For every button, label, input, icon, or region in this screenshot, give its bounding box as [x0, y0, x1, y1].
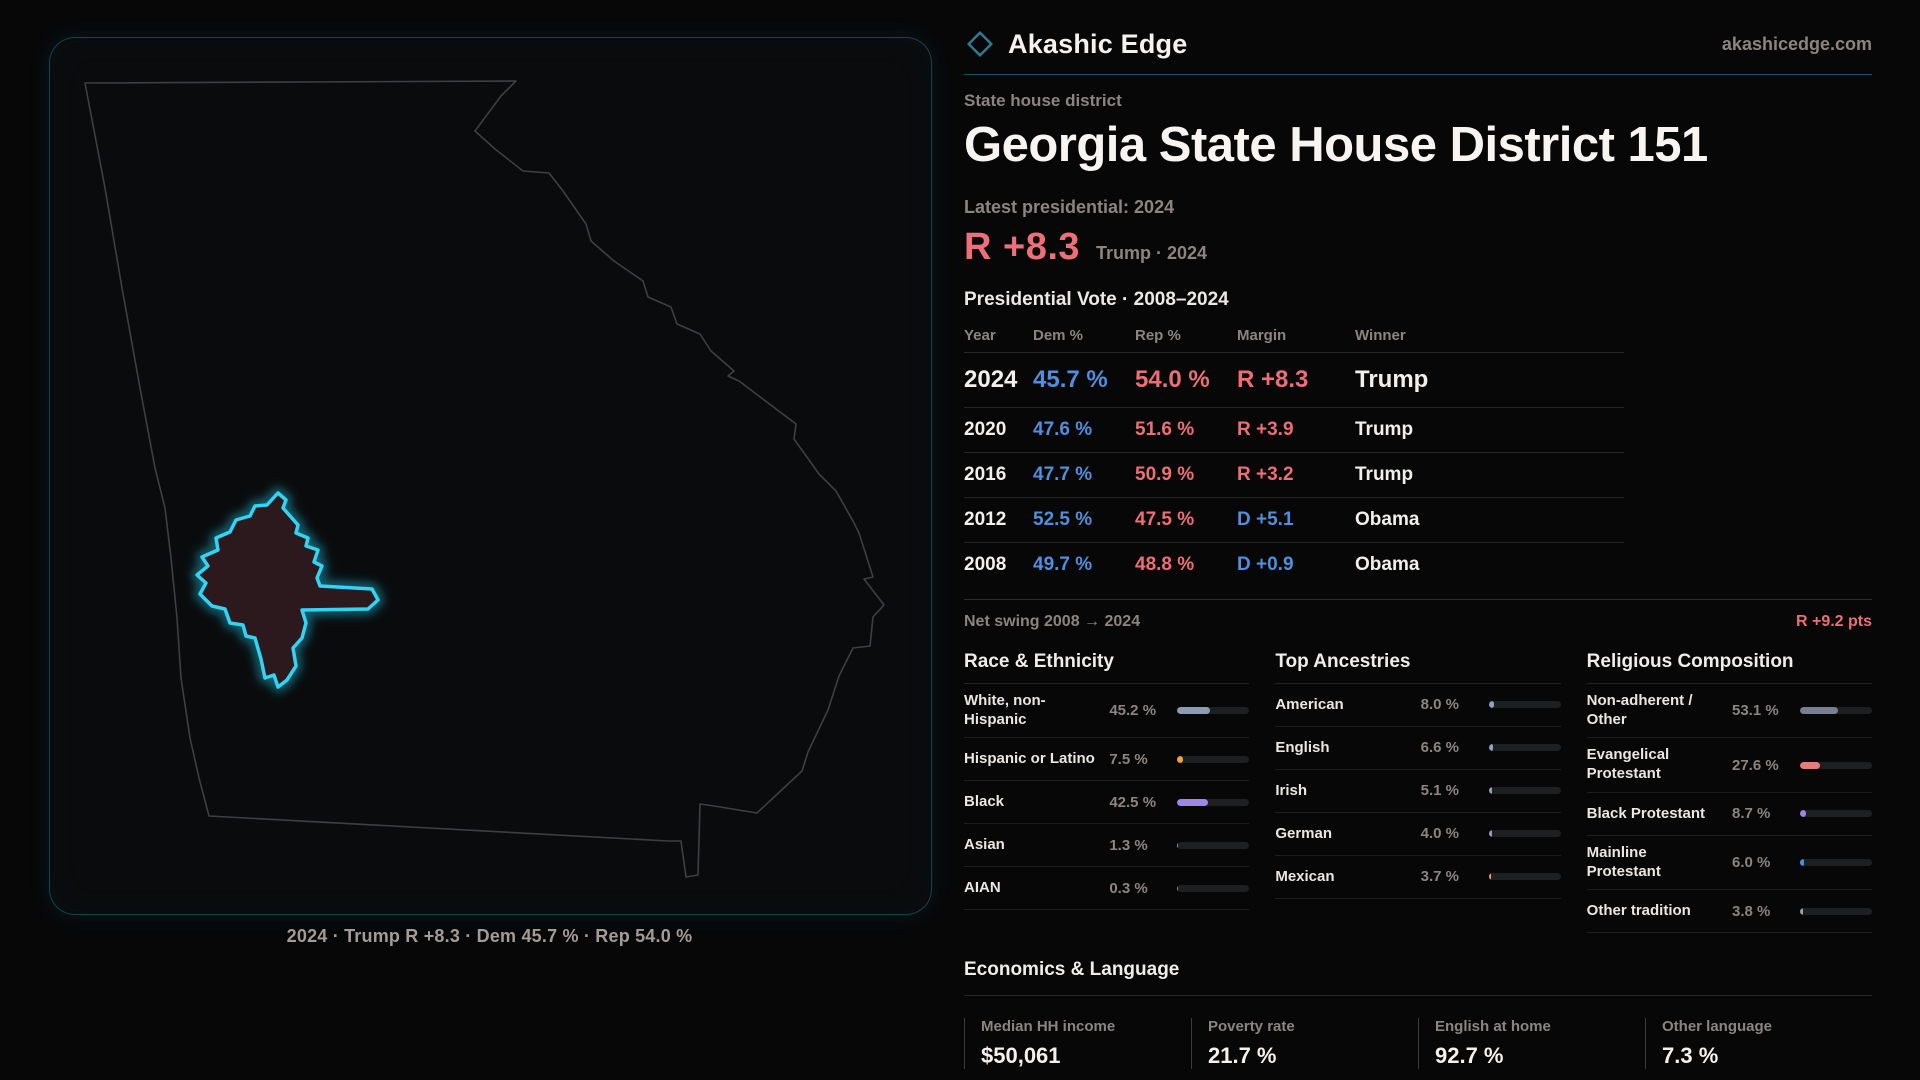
- stat-bar: [1488, 744, 1561, 752]
- header: Akashic Edge akashicedge.com: [964, 28, 1872, 60]
- table-row: 2024 45.7 % 54.0 % R +8.3 Trump: [964, 353, 1624, 408]
- col-year: Year: [964, 326, 996, 344]
- stat-bar: [1488, 873, 1561, 881]
- stat-bar: [1800, 907, 1872, 915]
- presidential-table: Year Dem % Rep % Margin Winner 2024 45.7…: [964, 321, 1624, 587]
- georgia-map: [84, 80, 885, 878]
- demo-row: Mexican 3.7 %: [1275, 856, 1561, 899]
- stat-bar: [1177, 884, 1250, 892]
- economics-section: Economics & Language Median HH income $5…: [964, 959, 1872, 1070]
- table-row: 2008 49.7 % 48.8 % D +0.9 Obama: [964, 553, 1420, 575]
- page-title: Georgia State House District 151: [964, 118, 1708, 172]
- col-winner: Winner: [1355, 326, 1406, 344]
- header-divider: [964, 74, 1872, 75]
- section-title: Race & Ethnicity: [964, 651, 1250, 684]
- detail-pane: Akashic Edge akashicedge.com State house…: [964, 28, 1872, 1080]
- district-151-shape[interactable]: [195, 491, 380, 689]
- map-panel: [49, 37, 932, 915]
- stat-bar: [1800, 859, 1872, 867]
- demo-row: Other tradition 3.8 %: [1586, 890, 1872, 934]
- col-dem: Dem %: [1033, 326, 1084, 344]
- economics-divider: [964, 995, 1872, 997]
- demo-row: Irish 5.1 %: [1275, 770, 1561, 813]
- stat-bar: [1177, 707, 1250, 715]
- demo-row: Mainline Protestant 6.0 %: [1586, 836, 1872, 891]
- table-title: Presidential Vote · 2008–2024: [964, 288, 1229, 310]
- map-caption: 2024 · Trump R +8.3 · Dem 45.7 % · Rep 5…: [286, 926, 693, 946]
- table-row: 2016 47.7 % 50.9 % R +3.2 Trump: [964, 453, 1624, 498]
- stat-bar: [1177, 841, 1250, 849]
- brand-logo[interactable]: Akashic Edge: [964, 28, 1187, 60]
- diamond-icon: [966, 30, 994, 58]
- net-swing-label: Net swing 2008 → 2024: [964, 612, 1141, 630]
- race-ethnicity-column: Race & Ethnicity White, non-Hispanic 45.…: [964, 651, 1250, 934]
- demo-row: Black Protestant 8.7 %: [1586, 793, 1872, 836]
- ancestries-column: Top Ancestries American 8.0 % English 6.…: [1275, 651, 1561, 934]
- stat-bar: [1177, 755, 1250, 763]
- demo-row: German 4.0 %: [1275, 813, 1561, 856]
- demo-row: Evangelical Protestant 27.6 %: [1586, 738, 1872, 793]
- stat-bar: [1800, 810, 1872, 818]
- section-title: Religious Composition: [1586, 651, 1872, 684]
- demo-row: American 8.0 %: [1275, 684, 1561, 727]
- stat-bar: [1177, 798, 1250, 806]
- table-row: 2012 52.5 % 47.5 % D +5.1 Obama: [964, 498, 1624, 543]
- demographics: Race & Ethnicity White, non-Hispanic 45.…: [964, 651, 1872, 934]
- headline-margin-sub: Trump · 2024: [1096, 242, 1208, 263]
- brand-name: Akashic Edge: [1008, 28, 1188, 59]
- site-link[interactable]: akashicedge.com: [1721, 33, 1872, 54]
- demo-row: White, non-Hispanic 45.2 %: [964, 684, 1250, 739]
- economics-stats: Median HH income $50,061 Poverty rate 21…: [964, 1018, 1872, 1070]
- economics-title: Economics & Language: [964, 959, 1180, 981]
- table-header-row: Year Dem % Rep % Margin Winner: [964, 321, 1624, 353]
- stat-cell: Poverty rate 21.7 %: [1191, 1018, 1418, 1070]
- latest-presidential-label: Latest presidential: 2024: [964, 196, 1175, 217]
- headline-margin-value: R +8.3: [964, 225, 1081, 268]
- demo-row: Asian 1.3 %: [964, 824, 1250, 868]
- stat-bar: [1488, 787, 1561, 795]
- stat-cell: Other language 7.3 %: [1645, 1018, 1872, 1070]
- stat-cell: English at home 92.7 %: [1418, 1018, 1645, 1070]
- demo-row: English 6.6 %: [1275, 727, 1561, 770]
- net-swing-value: R +9.2 pts: [1795, 612, 1872, 630]
- kicker: State house district: [964, 91, 1122, 110]
- demo-row: Hispanic or Latino 7.5 %: [964, 738, 1250, 782]
- stat-bar: [1488, 830, 1561, 838]
- stat-bar: [1800, 707, 1872, 715]
- net-swing-row: Net swing 2008 → 2024 R +9.2 pts: [964, 598, 1872, 631]
- demo-row: AIAN 0.3 %: [964, 867, 1250, 911]
- section-title: Top Ancestries: [1275, 651, 1561, 684]
- col-rep: Rep %: [1135, 326, 1181, 344]
- stat-bar: [1800, 761, 1872, 769]
- table-row: 2020 47.6 % 51.6 % R +3.9 Trump: [964, 408, 1624, 453]
- religion-column: Religious Composition Non-adherent / Oth…: [1586, 651, 1872, 934]
- demo-row: Non-adherent / Other 53.1 %: [1586, 684, 1872, 739]
- demo-row: Black 42.5 %: [964, 781, 1250, 825]
- state-outline: [84, 80, 885, 878]
- stat-cell: Median HH income $50,061: [964, 1018, 1191, 1070]
- headline-margin: R +8.3 Trump · 2024: [964, 226, 1872, 269]
- stat-bar: [1488, 701, 1561, 709]
- col-margin: Margin: [1237, 326, 1287, 344]
